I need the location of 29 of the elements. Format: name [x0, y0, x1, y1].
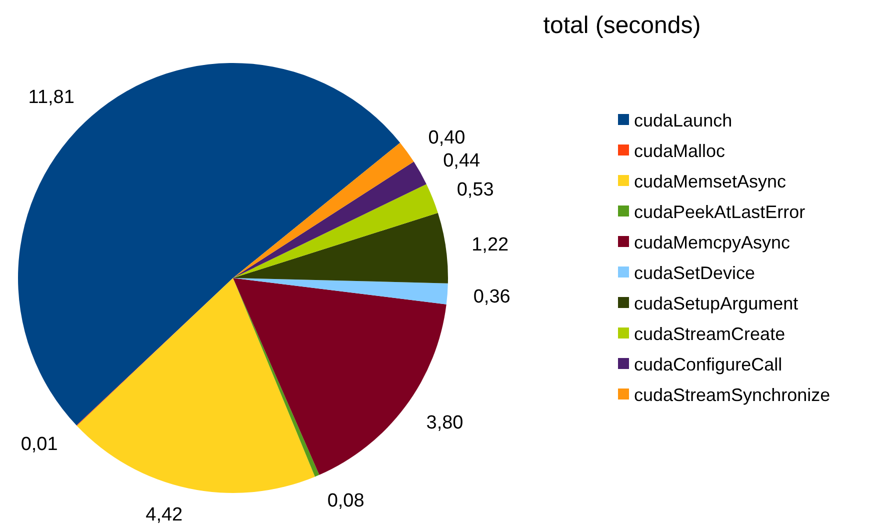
- pie-slice: [76, 278, 315, 493]
- legend-label: cudaMemcpyAsync: [634, 232, 790, 252]
- data-label: 0,40: [428, 127, 466, 148]
- pie-slice: [233, 162, 426, 278]
- pie-slice: [233, 142, 414, 278]
- legend-label: cudaConfigureCall: [634, 354, 782, 374]
- legend-label: cudaMemsetAsync: [634, 171, 786, 192]
- data-label: 0,08: [327, 490, 364, 512]
- legend-label: cudaStreamSynchronize: [634, 384, 830, 405]
- legend-label: cudaPeekAtLastError: [634, 202, 806, 222]
- data-label: 11,81: [28, 87, 74, 108]
- legend-label: cudaSetupArgument: [634, 293, 798, 314]
- data-label: 4,42: [146, 504, 183, 526]
- data-label: 0,01: [20, 434, 58, 456]
- legend-label: cudaStreamCreate: [634, 324, 786, 344]
- pie-slice: [233, 184, 438, 278]
- pie-slice: [233, 278, 320, 477]
- legend-label: cudaLaunch: [634, 110, 732, 130]
- data-label: 0,53: [456, 179, 494, 200]
- data-label: 0,44: [443, 150, 481, 172]
- data-label: 3,80: [426, 412, 464, 434]
- data-label: 1,22: [472, 234, 509, 256]
- legend-label: cudaSetDevice: [634, 262, 756, 283]
- pie-slice: [18, 63, 400, 426]
- chart-title: total (seconds): [543, 12, 701, 39]
- data-label: 0,36: [473, 286, 510, 308]
- pie-slice: [233, 278, 448, 304]
- pie-slice: [233, 212, 448, 284]
- legend-label: cudaMalloc: [634, 140, 726, 161]
